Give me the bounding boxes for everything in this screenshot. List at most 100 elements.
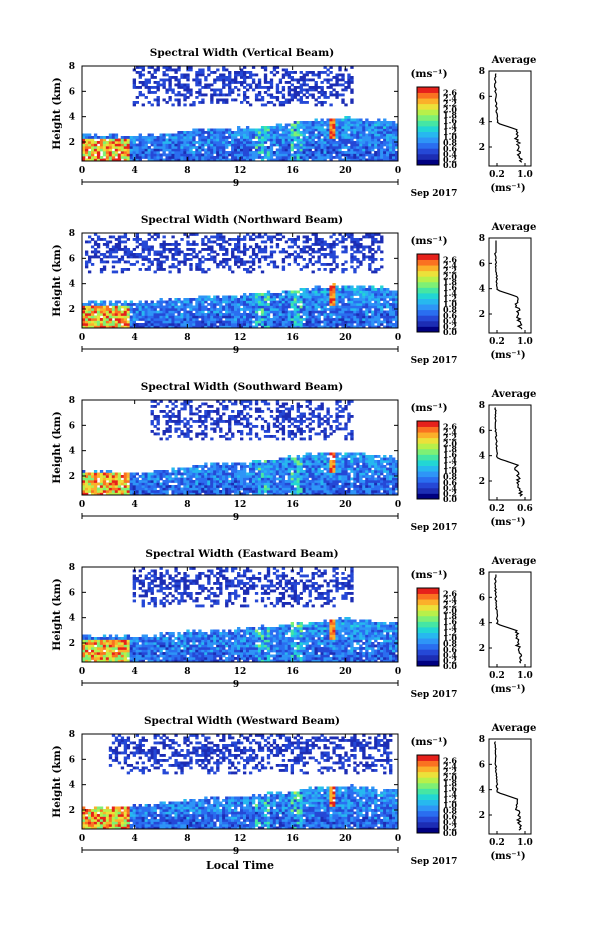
heatmap-cell (284, 81, 289, 84)
heatmap-cell (284, 298, 289, 301)
heatmap-cell (237, 325, 241, 329)
heatmap-cell (132, 248, 137, 251)
heatmap-cell (287, 325, 292, 329)
heatmap-cell (171, 485, 175, 488)
heatmap-cell (302, 81, 306, 84)
heatmap-cell (263, 300, 268, 304)
heatmap-cell (341, 303, 345, 306)
heatmap-cell (195, 407, 199, 411)
heatmap-cell (210, 156, 214, 159)
heatmap-cell (216, 410, 220, 413)
heatmap-cell (338, 66, 342, 69)
heatmap-cell (386, 293, 390, 296)
heatmap-cell (248, 245, 253, 249)
heatmap-cell (216, 480, 220, 483)
heatmap-cell (129, 300, 134, 304)
heatmap-cell (168, 318, 172, 321)
heatmap-cell (117, 156, 122, 159)
heatmap-cell (317, 320, 321, 324)
heatmap-cell (189, 300, 193, 304)
heatmap-cell (201, 480, 205, 483)
heatmap-cell (168, 427, 172, 431)
heatmap-cell (341, 300, 345, 304)
colorbar-tick-label: 2.6 (443, 88, 457, 98)
heatmap-cell (290, 83, 295, 87)
heatmap-cell (338, 295, 342, 299)
profile-y-tick-label: 4 (479, 285, 485, 295)
heatmap-cell (120, 492, 125, 496)
heatmap-cell (245, 472, 250, 476)
colorbar-tick-label: 2.0 (443, 104, 457, 114)
heatmap-cell (108, 141, 113, 144)
heatmap-cell (168, 315, 172, 319)
heatmap-cell (272, 305, 277, 309)
heatmap-cell (317, 138, 321, 142)
heatmap-cell (335, 265, 339, 269)
heatmap-cell (129, 485, 134, 488)
heatmap-cell (210, 422, 214, 426)
heatmap-cell (240, 295, 244, 299)
heatmap-cell (245, 485, 250, 488)
heatmap-cell (144, 320, 148, 324)
heatmap-cell (257, 143, 262, 147)
heatmap-cell (266, 238, 271, 241)
heatmap-cell (150, 305, 154, 309)
heatmap-cell (111, 136, 116, 139)
heatmap-cell (284, 151, 289, 154)
heatmap-cell (326, 153, 330, 157)
heatmap-cell (207, 138, 211, 142)
heatmap-cell (290, 153, 295, 157)
heatmap-cell (314, 250, 318, 254)
heatmap-cell (198, 405, 202, 408)
heatmap-cell (353, 250, 357, 254)
heatmap-cell (171, 258, 175, 261)
heatmap-cell (111, 320, 116, 324)
heatmap-cell (195, 156, 199, 159)
heatmap-cell (371, 285, 375, 289)
heatmap-cell (320, 146, 324, 149)
heatmap-cell (320, 320, 324, 324)
y-tick-label: 8 (69, 62, 75, 72)
heatmap-cell (341, 305, 345, 309)
heatmap-cell (263, 86, 268, 89)
heatmap-cell (228, 320, 232, 324)
heatmap-cell (350, 300, 354, 304)
heatmap-cell (308, 141, 312, 144)
heatmap-cell (311, 151, 315, 154)
heatmap-cell (308, 153, 312, 157)
heatmap-cell (156, 86, 160, 89)
heatmap-cell (248, 153, 253, 157)
heatmap-cell (302, 133, 306, 137)
heatmap-cell (242, 475, 247, 478)
heatmap-cell (96, 245, 101, 249)
heatmap-cell (177, 427, 181, 431)
heatmap-cell (177, 250, 181, 254)
heatmap-cell (96, 305, 101, 309)
heatmap-cell (263, 490, 268, 493)
heatmap-cell (377, 293, 381, 296)
heatmap-cell (296, 253, 300, 256)
heatmap-cell (263, 250, 268, 254)
heatmap-cell (240, 68, 244, 72)
heatmap-cell (180, 305, 184, 309)
heatmap-cell (269, 295, 274, 299)
heatmap-cell (216, 238, 220, 241)
heatmap-cell (222, 248, 226, 251)
heatmap-cell (347, 151, 351, 154)
heatmap-cell (329, 143, 333, 147)
heatmap-cell (180, 238, 184, 241)
heatmap-cell (84, 485, 89, 488)
heatmap-cell (96, 303, 101, 306)
heatmap-cell (242, 492, 247, 496)
heatmap-cell (105, 245, 110, 249)
heatmap-cell (153, 136, 157, 139)
heatmap-cell (213, 141, 217, 144)
heatmap-cell (186, 482, 190, 486)
heatmap-cell (159, 138, 163, 142)
heatmap-cell (317, 295, 321, 299)
heatmap-cell (192, 101, 196, 104)
heatmap-cell (222, 258, 226, 261)
heatmap-cell (156, 475, 160, 478)
heatmap-cell (278, 323, 283, 326)
heatmap-cell (338, 288, 342, 291)
